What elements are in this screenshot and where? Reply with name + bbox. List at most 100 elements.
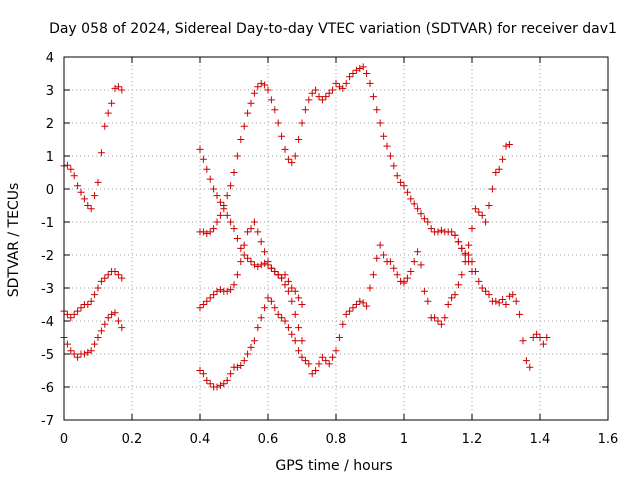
x-axis-label: GPS time / hours bbox=[275, 458, 392, 474]
data-point bbox=[281, 317, 289, 325]
data-point bbox=[223, 376, 231, 384]
data-point bbox=[332, 347, 340, 355]
data-point bbox=[488, 185, 496, 193]
y-tick-label: 4 bbox=[46, 51, 54, 66]
data-point bbox=[199, 155, 207, 163]
data-point bbox=[257, 238, 265, 246]
data-point bbox=[196, 145, 204, 153]
data-point bbox=[227, 286, 235, 294]
series-sat-a bbox=[60, 83, 126, 213]
data-point bbox=[468, 225, 476, 233]
data-point bbox=[502, 142, 510, 150]
data-point bbox=[437, 226, 445, 234]
data-point bbox=[199, 370, 207, 378]
x-tick-label: 0.4 bbox=[190, 432, 211, 447]
data-point bbox=[376, 119, 384, 127]
data-point bbox=[543, 334, 551, 341]
data-point bbox=[322, 357, 330, 365]
data-point bbox=[291, 337, 299, 345]
data-point bbox=[512, 297, 520, 305]
data-point bbox=[240, 122, 248, 130]
chart-title: Day 058 of 2024, Sidereal Day-to-day VTE… bbox=[49, 21, 617, 37]
data-point bbox=[70, 172, 78, 180]
data-point bbox=[203, 230, 211, 238]
data-point bbox=[475, 277, 483, 285]
data-point bbox=[339, 320, 347, 328]
data-point bbox=[308, 370, 316, 378]
data-point bbox=[74, 307, 82, 315]
series-sat-g bbox=[196, 241, 408, 391]
data-point bbox=[278, 314, 286, 322]
data-point bbox=[349, 70, 357, 77]
data-point bbox=[390, 162, 398, 170]
series-sat-h bbox=[301, 63, 476, 275]
x-tick-label: 0.6 bbox=[258, 432, 279, 447]
data-point bbox=[288, 159, 296, 167]
data-point bbox=[250, 89, 258, 97]
data-point bbox=[213, 192, 221, 200]
data-point bbox=[352, 66, 360, 74]
data-point bbox=[400, 182, 408, 190]
x-tick-label: 1.6 bbox=[598, 432, 619, 447]
y-tick-label: -7 bbox=[41, 414, 54, 429]
data-point bbox=[230, 281, 238, 289]
data-point bbox=[352, 301, 360, 308]
data-point bbox=[237, 244, 245, 252]
data-point bbox=[77, 304, 85, 312]
data-point bbox=[210, 185, 218, 193]
data-point bbox=[196, 367, 204, 374]
data-point bbox=[420, 215, 428, 223]
data-point bbox=[118, 324, 126, 332]
plot-frame bbox=[63, 56, 609, 421]
data-point bbox=[407, 268, 415, 275]
data-point bbox=[264, 86, 272, 94]
data-point bbox=[261, 259, 269, 267]
y-tick-label: -6 bbox=[41, 381, 54, 396]
data-point bbox=[373, 106, 381, 114]
data-point bbox=[274, 271, 282, 279]
data-point bbox=[298, 119, 306, 127]
data-point bbox=[223, 287, 231, 295]
y-tick-label: -3 bbox=[41, 282, 54, 297]
y-tick-label: -4 bbox=[41, 315, 54, 330]
data-point bbox=[244, 109, 252, 117]
data-point bbox=[397, 178, 405, 186]
data-point bbox=[529, 334, 537, 341]
data-point bbox=[74, 353, 82, 361]
data-point bbox=[199, 228, 207, 236]
data-point bbox=[250, 218, 258, 226]
data-point bbox=[335, 83, 343, 91]
data-point bbox=[250, 337, 258, 345]
data-point bbox=[111, 309, 119, 317]
y-tick-label: 1 bbox=[46, 150, 54, 165]
x-tick-label: 0 bbox=[60, 432, 68, 447]
data-point bbox=[369, 271, 377, 279]
data-point bbox=[312, 367, 320, 374]
data-point bbox=[87, 297, 95, 305]
data-point bbox=[386, 152, 394, 160]
data-point bbox=[111, 268, 119, 275]
data-point bbox=[247, 99, 255, 107]
data-point bbox=[281, 145, 289, 153]
data-point bbox=[213, 218, 221, 226]
data-point bbox=[104, 314, 112, 322]
data-points bbox=[60, 63, 551, 391]
data-point bbox=[94, 284, 102, 292]
data-point bbox=[91, 340, 99, 348]
data-point bbox=[118, 86, 126, 94]
data-point bbox=[101, 320, 109, 328]
data-point bbox=[305, 360, 313, 368]
data-point bbox=[271, 304, 279, 312]
data-point bbox=[203, 297, 211, 305]
data-point bbox=[318, 353, 326, 361]
data-point bbox=[203, 376, 211, 384]
data-point bbox=[254, 324, 262, 332]
data-point bbox=[471, 205, 479, 213]
data-point bbox=[237, 136, 245, 143]
series-sat-j bbox=[451, 231, 551, 371]
data-point bbox=[74, 182, 82, 190]
data-point bbox=[366, 284, 374, 292]
data-point bbox=[301, 106, 309, 114]
data-point bbox=[87, 347, 95, 355]
data-point bbox=[254, 228, 262, 236]
